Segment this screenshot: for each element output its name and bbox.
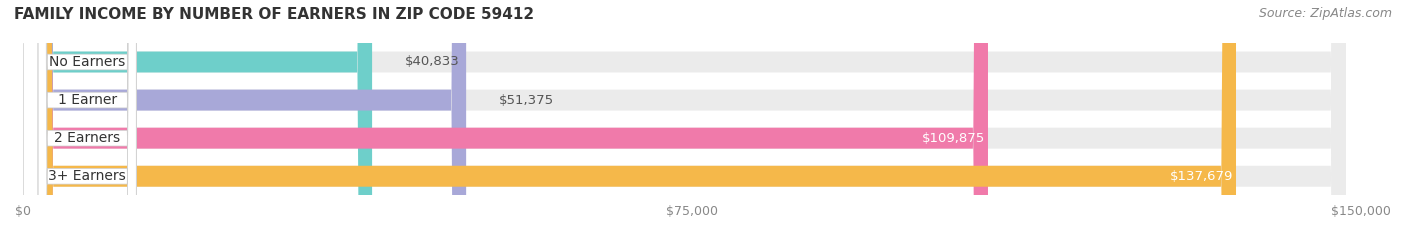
Text: $137,679: $137,679 xyxy=(1170,170,1233,183)
FancyBboxPatch shape xyxy=(38,0,373,233)
Text: No Earners: No Earners xyxy=(49,55,125,69)
Text: 3+ Earners: 3+ Earners xyxy=(48,169,127,183)
FancyBboxPatch shape xyxy=(38,0,1346,233)
FancyBboxPatch shape xyxy=(38,0,1236,233)
FancyBboxPatch shape xyxy=(38,0,1346,233)
FancyBboxPatch shape xyxy=(38,0,136,233)
FancyBboxPatch shape xyxy=(38,0,988,233)
Text: 1 Earner: 1 Earner xyxy=(58,93,117,107)
Text: Source: ZipAtlas.com: Source: ZipAtlas.com xyxy=(1258,7,1392,20)
FancyBboxPatch shape xyxy=(38,0,136,233)
Text: $51,375: $51,375 xyxy=(499,94,554,106)
Text: FAMILY INCOME BY NUMBER OF EARNERS IN ZIP CODE 59412: FAMILY INCOME BY NUMBER OF EARNERS IN ZI… xyxy=(14,7,534,22)
Text: 2 Earners: 2 Earners xyxy=(55,131,121,145)
FancyBboxPatch shape xyxy=(38,0,1346,233)
FancyBboxPatch shape xyxy=(38,0,136,233)
FancyBboxPatch shape xyxy=(38,0,1346,233)
FancyBboxPatch shape xyxy=(38,0,467,233)
Text: $40,833: $40,833 xyxy=(405,55,460,69)
Text: $109,875: $109,875 xyxy=(922,132,986,145)
FancyBboxPatch shape xyxy=(38,0,136,233)
